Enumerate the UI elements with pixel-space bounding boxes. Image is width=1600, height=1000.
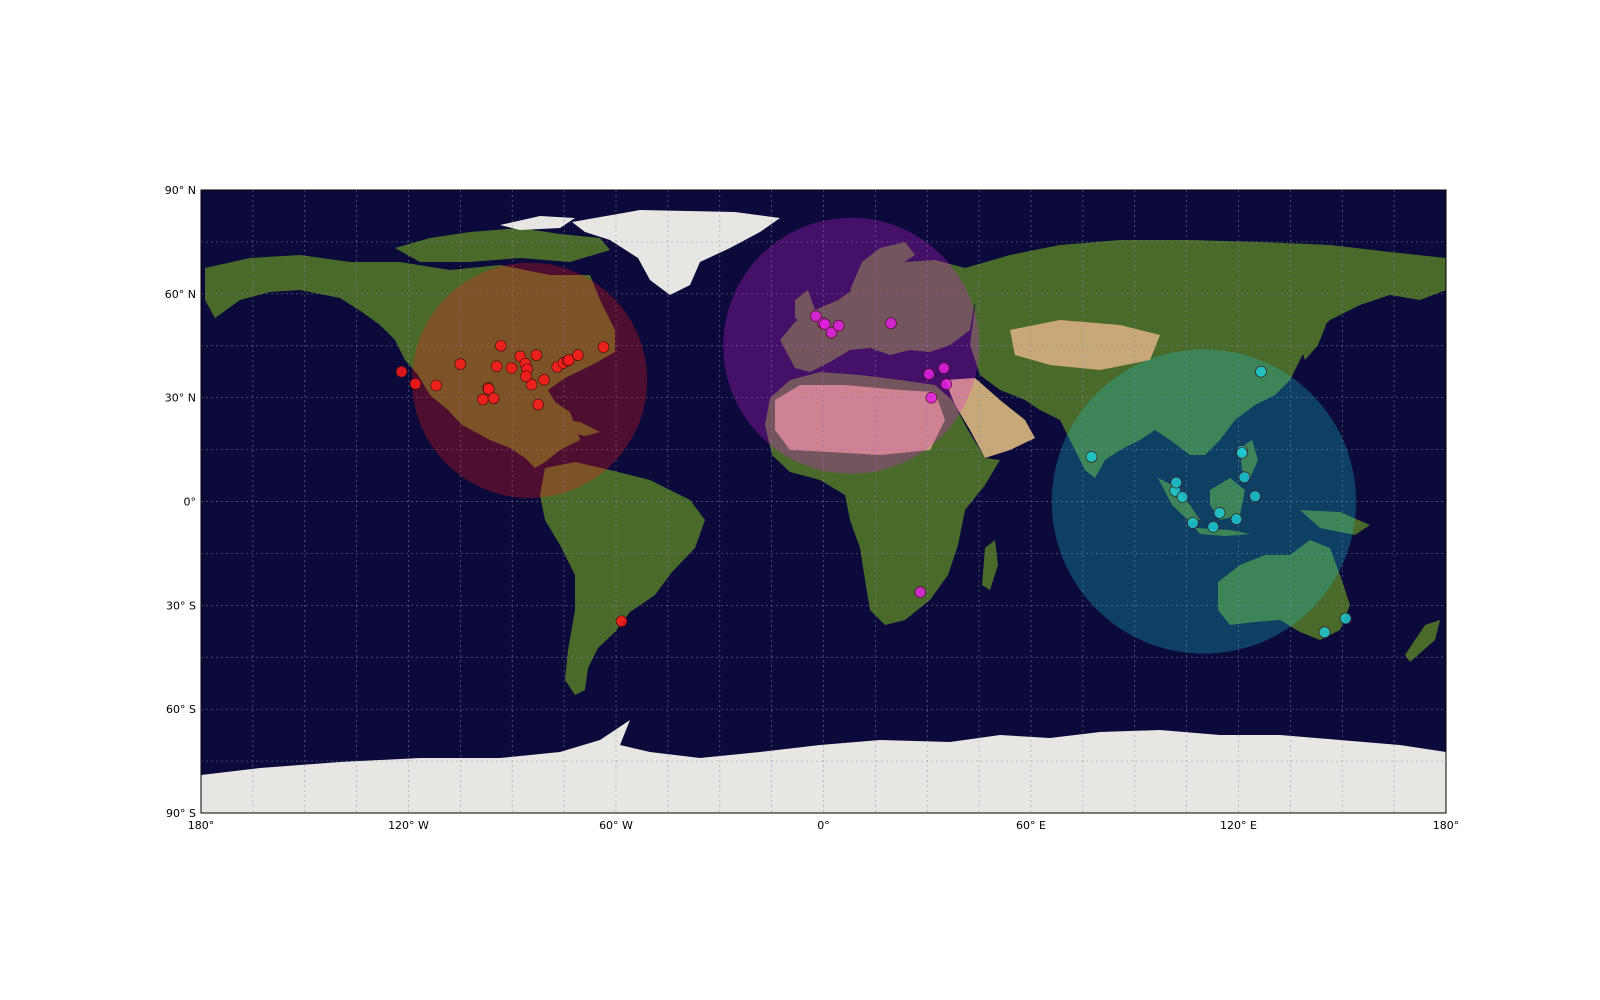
- longitude-tick-label: 0°: [817, 819, 830, 832]
- latitude-tick-label: 90° N: [165, 184, 196, 197]
- location-marker[interactable]: [597, 341, 610, 353]
- location-marker[interactable]: [395, 365, 408, 378]
- location-marker[interactable]: [914, 586, 927, 598]
- location-marker[interactable]: [505, 362, 518, 374]
- location-marker[interactable]: [1213, 507, 1226, 519]
- cluster-europe-africa: [723, 217, 980, 598]
- latitude-tick-label: 30° S: [166, 599, 196, 612]
- location-marker[interactable]: [1249, 490, 1261, 503]
- british-isles: [795, 290, 815, 325]
- location-marker[interactable]: [1230, 513, 1243, 525]
- location-marker[interactable]: [482, 383, 495, 395]
- latitude-tick-label: 30° N: [165, 392, 196, 405]
- arctic-ice-islands: [500, 216, 575, 230]
- cluster-asia-pacific: [1051, 349, 1357, 654]
- new-zealand: [1405, 620, 1440, 662]
- new-guinea: [1300, 510, 1370, 535]
- madagascar: [982, 540, 998, 590]
- asia: [965, 240, 1446, 478]
- location-marker[interactable]: [819, 318, 831, 331]
- location-marker[interactable]: [825, 326, 838, 339]
- japan: [1300, 315, 1326, 360]
- location-marker[interactable]: [477, 393, 489, 406]
- latitude-tick-labels: 90° N 60° N 30° N 0° 30° S 60° S 90° S: [165, 184, 196, 820]
- longitude-tick-label: 60° E: [1016, 819, 1046, 832]
- central-asia-desert: [1010, 320, 1160, 370]
- location-marker[interactable]: [832, 319, 845, 332]
- location-marker[interactable]: [615, 615, 628, 628]
- location-marker[interactable]: [1255, 365, 1267, 378]
- location-marker[interactable]: [810, 310, 822, 323]
- latitude-tick-label: 90° S: [166, 807, 196, 820]
- location-marker[interactable]: [530, 349, 543, 361]
- europe: [780, 260, 975, 372]
- location-marker[interactable]: [940, 378, 953, 390]
- longitude-tick-label: 60° W: [599, 819, 633, 832]
- australia: [1218, 540, 1350, 640]
- longitude-tick-label: 120° E: [1220, 819, 1257, 832]
- arctic-islands: [395, 228, 610, 262]
- latitude-tick-label: 60° S: [166, 703, 196, 716]
- location-marker[interactable]: [563, 354, 575, 366]
- location-marker[interactable]: [490, 360, 503, 372]
- north-america: [205, 255, 615, 468]
- location-marker[interactable]: [1207, 520, 1220, 533]
- cluster-layer: [395, 217, 1357, 654]
- location-marker[interactable]: [538, 373, 550, 386]
- latitude-tick-label: 0°: [184, 496, 197, 509]
- longitude-tick-labels: 180° 120° W 60° W 0° 60° E 120° E 180°: [188, 819, 1460, 832]
- map-plot-area: [201, 190, 1446, 813]
- location-marker[interactable]: [495, 339, 507, 352]
- location-marker[interactable]: [925, 391, 938, 404]
- cluster-region-circle: [1051, 349, 1357, 654]
- location-marker[interactable]: [885, 317, 897, 330]
- longitude-tick-label: 120° W: [388, 819, 429, 832]
- cluster-americas: [395, 262, 648, 628]
- longitude-tick-label: 180°: [1433, 819, 1460, 832]
- scandinavia: [850, 242, 915, 300]
- location-marker[interactable]: [1318, 626, 1331, 639]
- cluster-region-circle: [723, 217, 980, 474]
- location-marker[interactable]: [1238, 471, 1251, 484]
- location-marker[interactable]: [923, 368, 935, 380]
- location-marker[interactable]: [430, 379, 442, 392]
- plot-frame: [200, 189, 1447, 814]
- location-marker[interactable]: [454, 358, 467, 370]
- location-marker[interactable]: [1339, 612, 1352, 625]
- location-marker[interactable]: [520, 370, 532, 383]
- latitude-tick-label: 60° N: [165, 288, 196, 301]
- location-marker[interactable]: [1085, 451, 1098, 463]
- location-marker[interactable]: [938, 362, 950, 375]
- location-marker[interactable]: [1187, 517, 1199, 529]
- location-marker[interactable]: [525, 378, 538, 391]
- longitude-tick-label: 180°: [188, 819, 215, 832]
- greenland: [572, 210, 780, 295]
- location-marker[interactable]: [487, 392, 500, 405]
- location-marker[interactable]: [1236, 447, 1248, 459]
- location-marker[interactable]: [409, 378, 422, 390]
- location-marker[interactable]: [1176, 491, 1189, 503]
- south-america: [540, 462, 705, 695]
- location-marker[interactable]: [572, 349, 584, 361]
- caribbean-islands: [548, 418, 600, 436]
- sahara: [775, 385, 945, 455]
- location-marker[interactable]: [1170, 476, 1183, 489]
- location-marker[interactable]: [532, 398, 544, 411]
- gridlines: [201, 190, 1446, 813]
